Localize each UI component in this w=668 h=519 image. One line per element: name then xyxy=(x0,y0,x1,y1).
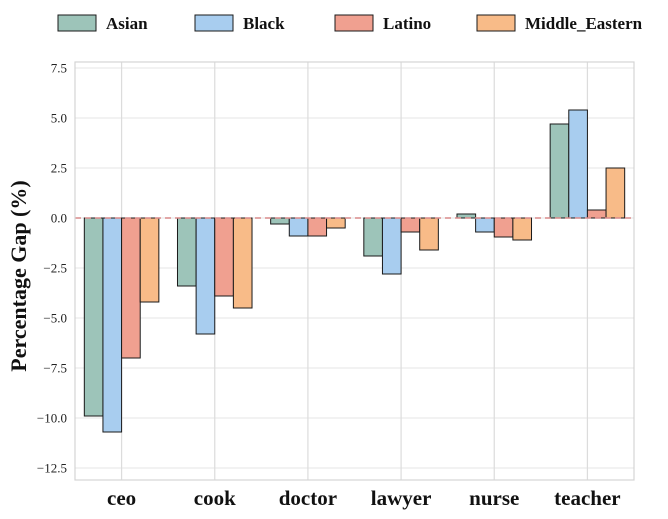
bar-black-teacher xyxy=(568,109,588,219)
plot-frame xyxy=(74,61,635,481)
axes: 7.5 5.0 2.5 0.0 −2.5 −5.0 −7.5 −10.0 −12.5 ceo coo… xyxy=(37,61,635,510)
bar-black-ceo xyxy=(102,217,123,433)
y-tick-label: −5.0 xyxy=(43,311,67,326)
bar-latino-doctor xyxy=(307,217,328,237)
bar-asian-ceo xyxy=(83,217,104,417)
legend-label-middle-eastern: Middle_Eastern xyxy=(525,14,643,33)
bar-latino-teacher xyxy=(586,209,607,219)
legend-label-black: Black xyxy=(243,14,285,33)
bar-black-cook xyxy=(195,217,216,335)
legend-swatch-asian xyxy=(57,14,97,32)
legend-swatch-latino xyxy=(334,14,374,32)
x-tick-label-lawyer: lawyer xyxy=(371,486,432,510)
x-tick-label-nurse: nurse xyxy=(469,486,519,510)
y-tick-label: 5.0 xyxy=(51,111,67,126)
bar-middle-eastern-doctor xyxy=(326,217,346,229)
legend: Asian Black Latino Middle_Eastern xyxy=(57,14,643,33)
bar-middle-eastern-teacher xyxy=(605,167,626,219)
bar-asian-cook xyxy=(176,217,197,287)
legend-label-latino: Latino xyxy=(383,14,431,33)
bar-black-lawyer xyxy=(381,217,402,275)
bar-asian-teacher xyxy=(549,123,570,219)
bar-middle-eastern-ceo xyxy=(139,217,160,303)
bar-middle-eastern-nurse xyxy=(512,217,533,241)
bar-middle-eastern-lawyer xyxy=(419,217,439,251)
legend-label-asian: Asian xyxy=(106,14,148,33)
bar-black-nurse xyxy=(475,217,495,233)
x-tick-label-teacher: teacher xyxy=(554,486,620,510)
x-tick-label-doctor: doctor xyxy=(279,486,337,510)
y-tick-label: 2.5 xyxy=(51,161,67,176)
x-tick-label-cook: cook xyxy=(194,486,236,510)
y-tick-label: 7.5 xyxy=(51,61,67,76)
legend-swatch-middle-eastern xyxy=(476,14,516,32)
bar-asian-lawyer xyxy=(363,217,383,257)
bar-latino-lawyer xyxy=(400,217,421,233)
bar-middle-eastern-cook xyxy=(232,217,253,309)
y-tick-label: −2.5 xyxy=(43,261,67,276)
bars xyxy=(83,109,626,433)
y-tick-label: −7.5 xyxy=(43,361,67,376)
plot-area: 7.5 5.0 2.5 0.0 −2.5 −5.0 −7.5 −10.0 −12.5 ceo coo… xyxy=(37,61,635,510)
bar-latino-cook xyxy=(214,217,234,297)
y-tick-label: 0.0 xyxy=(51,211,67,226)
bar-black-doctor xyxy=(288,217,309,237)
x-tick-label-ceo: ceo xyxy=(107,486,136,510)
y-tick-label: −10.0 xyxy=(37,411,67,426)
legend-swatch-black xyxy=(194,14,234,32)
bar-asian-doctor xyxy=(270,217,290,225)
y-axis-label: Percentage Gap (%) xyxy=(6,180,31,371)
bar-latino-ceo xyxy=(121,217,141,359)
bar-latino-nurse xyxy=(493,217,514,238)
y-tick-label: −12.5 xyxy=(37,461,67,476)
